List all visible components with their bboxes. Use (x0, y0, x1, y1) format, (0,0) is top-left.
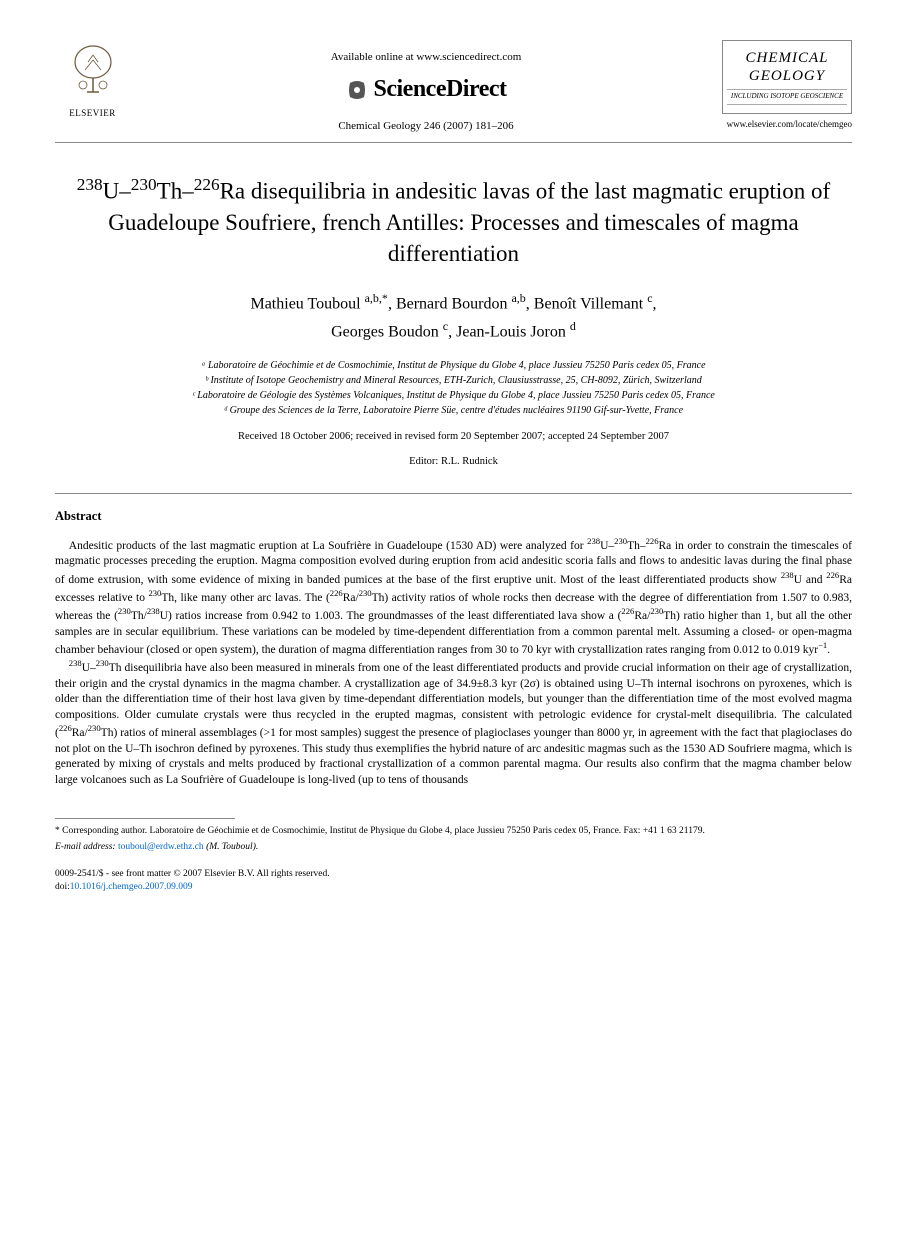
abstract-heading: Abstract (55, 508, 852, 526)
elsevier-tree-icon (63, 40, 123, 100)
doi-line: doi:10.1016/j.chemgeo.2007.09.009 (55, 881, 852, 894)
footer-divider (55, 818, 235, 819)
affiliation-c: ᶜ Laboratoire de Géologie des Systèmes V… (55, 388, 852, 403)
sciencedirect-text: ScienceDirect (374, 73, 507, 107)
header-center: Available online at www.sciencedirect.co… (130, 40, 722, 134)
sciencedirect-icon (346, 79, 368, 101)
email-line: E-mail address: touboul@erdw.ethz.ch (M.… (55, 841, 852, 854)
doi-label: doi: (55, 882, 70, 892)
editor: Editor: R.L. Rudnick (55, 455, 852, 470)
divider (55, 493, 852, 494)
email-link[interactable]: touboul@erdw.ethz.ch (118, 842, 204, 852)
doi-link[interactable]: 10.1016/j.chemgeo.2007.09.009 (70, 882, 193, 892)
journal-cover-title-1: CHEMICAL (727, 49, 847, 67)
elsevier-logo: ELSEVIER (55, 40, 130, 120)
page-header: ELSEVIER Available online at www.science… (55, 40, 852, 143)
authors: Mathieu Touboul a,b,*, Bernard Bourdon a… (55, 289, 852, 344)
journal-cover-block: CHEMICAL GEOLOGY INCLUDING ISOTOPE GEOSC… (722, 40, 852, 130)
affiliation-d: ᵈ Groupe des Sciences de la Terre, Labor… (55, 403, 852, 418)
affiliation-b: ᵇ Institute of Isotope Geochemistry and … (55, 373, 852, 388)
elsevier-label: ELSEVIER (55, 107, 130, 120)
abstract-paragraph-1: Andesitic products of the last magmatic … (55, 536, 852, 659)
journal-reference: Chemical Geology 246 (2007) 181–206 (130, 119, 722, 134)
available-online-text: Available online at www.sciencedirect.co… (130, 50, 722, 65)
article-title: 238U–230Th–226Ra disequilibria in andesi… (75, 173, 832, 269)
email-label: E-mail address: (55, 842, 116, 852)
article-dates: Received 18 October 2006; received in re… (55, 430, 852, 445)
journal-cover: CHEMICAL GEOLOGY INCLUDING ISOTOPE GEOSC… (722, 40, 852, 114)
affiliations: ᵃ Laboratoire de Géochimie et de Cosmoch… (55, 358, 852, 418)
copyright-block: 0009-2541/$ - see front matter © 2007 El… (55, 868, 852, 895)
affiliation-a: ᵃ Laboratoire de Géochimie et de Cosmoch… (55, 358, 852, 373)
abstract-paragraph-2: 238U–230Th disequilibria have also been … (55, 658, 852, 788)
journal-cover-title-2: GEOLOGY (727, 67, 847, 85)
sciencedirect-logo: ScienceDirect (130, 73, 722, 107)
journal-cover-subtitle: INCLUDING ISOTOPE GEOSCIENCE (727, 89, 847, 105)
copyright-line: 0009-2541/$ - see front matter © 2007 El… (55, 868, 852, 881)
email-author: (M. Touboul). (206, 842, 258, 852)
corresponding-author: * Corresponding author. Laboratoire de G… (55, 825, 852, 838)
journal-url: www.elsevier.com/locate/chemgeo (722, 118, 852, 131)
